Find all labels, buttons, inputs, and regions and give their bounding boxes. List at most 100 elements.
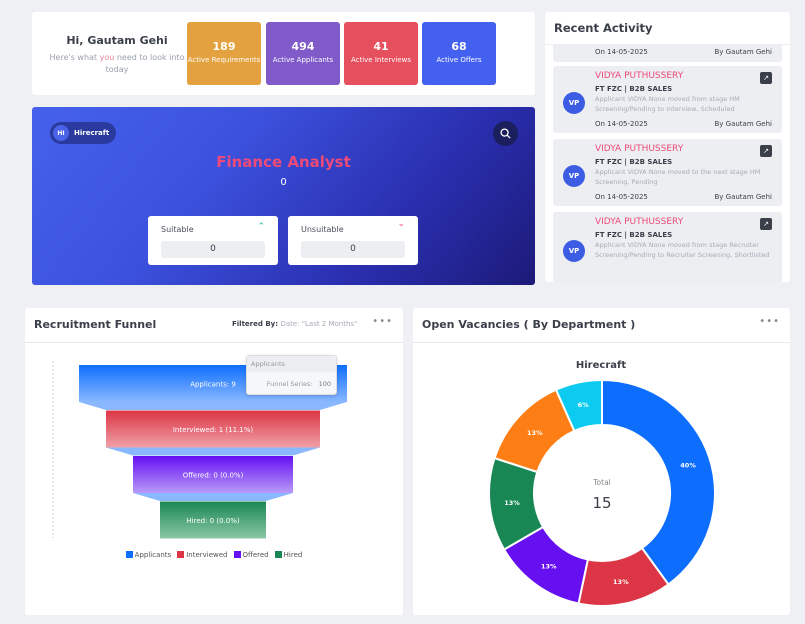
funnel-data-label: Applicants: 9	[190, 381, 236, 389]
donut-slice	[601, 378, 716, 586]
legend-swatch	[233, 551, 241, 558]
stat-active-requirements[interactable]: 189 Active Requirements	[187, 22, 261, 85]
legend-item[interactable]: Applicants	[125, 551, 172, 559]
stat-active-applicants[interactable]: 494 Active Applicants	[266, 22, 340, 85]
activity-date: On 14-05-2025	[595, 193, 648, 201]
sub-you: you	[99, 53, 115, 62]
legend-label: Offered	[242, 551, 269, 559]
chevron-down-icon: ⌄	[397, 219, 405, 229]
activity-name[interactable]: VIDYA PUTHUSSERY	[595, 144, 684, 154]
org-selector[interactable]: HI Hirecraft	[50, 122, 116, 144]
legend-swatch	[177, 551, 185, 558]
search-icon	[500, 128, 511, 139]
activity-desc: Applicant VIDYA None moved to the next s…	[595, 168, 761, 186]
slice-label: 13%	[527, 429, 543, 437]
chevron-up-icon: ⌃	[257, 222, 265, 232]
sub-text: need to look into today	[105, 53, 185, 74]
filter-label: Filtered By:	[232, 320, 279, 328]
slice-label: 6%	[578, 401, 590, 409]
avatar: VP	[563, 165, 585, 187]
more-menu-icon[interactable]: •••	[372, 316, 393, 327]
funnel-bar-hired	[160, 501, 266, 539]
slice-label: 13%	[541, 563, 557, 571]
filter-info[interactable]: Filtered By: Date: "Last 2 Months"	[232, 320, 357, 328]
stat-active-interviews[interactable]: 41 Active Interviews	[344, 22, 418, 85]
activity-item: VP VIDYA PUTHUSSERY ↗ FT FZC | B2B SALES…	[553, 66, 782, 133]
legend-label: Interviewed	[186, 551, 228, 559]
funnel-connector	[106, 447, 320, 456]
activity-item: VP VIDYA PUTHUSSERY ↗ FT FZC | B2B SALES…	[553, 139, 782, 206]
external-link-icon[interactable]: ↗	[760, 218, 772, 230]
legend-item[interactable]: Offered	[233, 551, 269, 559]
chart-title: Hirecraft	[576, 360, 626, 371]
greeting-title: Hi, Gautam Gehi	[66, 34, 168, 47]
funnel-chart: Applicants: 9 Interviewed: 1 (11.1%) Offer…	[52, 361, 347, 539]
avatar: VP	[563, 240, 585, 262]
external-link-icon[interactable]: ↗	[760, 145, 772, 157]
activity-company: FT FZC | B2B SALES	[595, 231, 672, 239]
activity-name[interactable]: VIDYA PUTHUSSERY	[595, 71, 684, 81]
search-button[interactable]	[493, 121, 518, 146]
unsuitable-label: Unsuitable	[301, 225, 344, 234]
suitable-card[interactable]: Suitable ⌃ 0	[148, 216, 278, 265]
legend-item[interactable]: Interviewed	[177, 551, 228, 559]
unsuitable-card[interactable]: Unsuitable ⌄ 0	[288, 216, 418, 265]
stat-label: Active Interviews	[350, 56, 412, 64]
filter-value: Date: "Last 2 Months"	[280, 320, 358, 328]
activity-name[interactable]: VIDYA PUTHUSSERY	[595, 217, 684, 227]
greeting-card: Hi, Gautam Gehi Here's what you need to …	[32, 12, 535, 95]
dept: B2B SALES	[629, 158, 673, 166]
stat-value: 494	[291, 40, 315, 53]
activity-by: By Gautam Gehi	[714, 120, 772, 128]
slice-label: 40%	[680, 462, 696, 470]
company: FT FZC |	[595, 158, 627, 166]
legend-item[interactable]: Hired	[274, 551, 303, 559]
company: FT FZC |	[595, 85, 627, 93]
more-menu-icon[interactable]: •••	[759, 316, 780, 327]
activity-item: VP VIDYA PUTHUSSERY ↗ FT FZC | B2B SALES…	[553, 212, 782, 282]
job-banner: HI Hirecraft Finance Analyst 0 Suitable ⌃ 0…	[32, 107, 535, 285]
activity-by: By Gautam Gehi	[714, 193, 772, 201]
recent-activity-title: Recent Activity	[545, 12, 790, 45]
stat-label: Active Requirements	[187, 56, 261, 64]
funnel-legend: Applicants Interviewed Offered Hired	[25, 551, 403, 559]
stat-value: 41	[373, 40, 389, 53]
legend-label: Hired	[283, 551, 303, 559]
unsuitable-value: 0	[301, 241, 405, 258]
slice-label: 13%	[504, 499, 520, 507]
stat-active-offers[interactable]: 68 Active Offers	[422, 22, 496, 85]
open-vacancies-panel: Open Vacancies ( By Department ) ••• Hir…	[413, 308, 790, 615]
stat-value: 189	[212, 40, 236, 53]
funnel-bar-offered	[133, 456, 293, 493]
legend-label: Applicants	[134, 551, 172, 559]
panel-header: Recruitment Funnel Filtered By: Date: "L…	[25, 308, 403, 343]
funnel-data-label: Interviewed: 1 (11.1%)	[173, 426, 254, 434]
tooltip-value: 100	[318, 380, 331, 388]
recent-activity-panel: Recent Activity On 14-05-2025 By Gautam G…	[545, 12, 790, 282]
greeting-subtitle: Here's what you need to look into today	[42, 52, 192, 76]
recruitment-funnel-panel: Recruitment Funnel Filtered By: Date: "L…	[25, 308, 403, 615]
stat-value: 68	[451, 40, 467, 53]
suitable-value: 0	[161, 241, 265, 258]
dept: B2B SALES	[629, 85, 673, 93]
panel-header: Open Vacancies ( By Department ) •••	[413, 308, 790, 343]
center-label: Total	[592, 478, 611, 487]
stat-label: Active Applicants	[272, 56, 334, 64]
company: FT FZC |	[595, 231, 627, 239]
slice-label: 13%	[613, 578, 629, 586]
external-link-icon[interactable]: ↗	[760, 72, 772, 84]
org-name: Hirecraft	[74, 129, 110, 137]
activity-company: FT FZC | B2B SALES	[595, 85, 672, 93]
stat-label: Active Offers	[436, 56, 482, 64]
legend-swatch	[125, 551, 133, 558]
funnel-data-label: Hired: 0 (0.0%)	[186, 517, 239, 525]
dept: B2B SALES	[629, 231, 673, 239]
legend-swatch	[274, 551, 282, 558]
suitable-label: Suitable	[161, 225, 194, 234]
activity-date: On 14-05-2025	[595, 48, 648, 56]
tooltip-series: Funnel Series:	[266, 380, 313, 388]
avatar: VP	[563, 92, 585, 114]
panel-title: Open Vacancies ( By Department )	[422, 318, 636, 331]
activity-desc: Applicant VIDYA None moved from stage HM…	[595, 95, 740, 113]
job-count: 0	[280, 177, 287, 188]
